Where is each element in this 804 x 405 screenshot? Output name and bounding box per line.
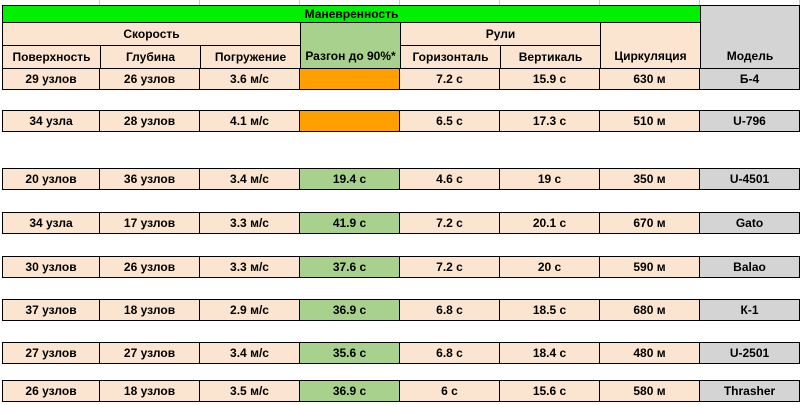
header-accel[interactable]: Разгон до 90%* — [300, 22, 401, 69]
cell-accel[interactable] — [300, 69, 400, 89]
cell-circulation[interactable]: 670 м — [600, 213, 700, 233]
cell-dive-speed[interactable]: 3.3 м/с — [200, 213, 300, 233]
cell-accel[interactable]: 37.6 с — [300, 257, 400, 277]
cell-model[interactable]: Gato — [700, 213, 799, 233]
cell-depth-speed[interactable]: 36 узлов — [100, 169, 200, 189]
table-row: 37 узлов 18 узлов 2.9 м/с 36.9 с 6.8 с 1… — [2, 299, 800, 321]
cell-accel[interactable]: 41.9 с — [300, 213, 400, 233]
header-surface[interactable]: Поверхность — [2, 45, 101, 69]
cell-model[interactable]: U-4501 — [700, 169, 799, 189]
cell-rudder-horizontal[interactable]: 6 с — [400, 381, 500, 401]
cell-rudder-vertical[interactable]: 18.4 с — [500, 343, 600, 363]
cell-circulation[interactable]: 480 м — [600, 343, 700, 363]
cell-depth-speed[interactable]: 17 узлов — [100, 213, 200, 233]
cell-depth-speed[interactable]: 26 узлов — [100, 69, 200, 89]
cell-rudder-horizontal[interactable]: 4.6 с — [400, 169, 500, 189]
header-model[interactable]: Модель — [700, 5, 800, 69]
cell-accel[interactable]: 35.6 с — [300, 343, 400, 363]
table-row: 26 узлов 18 узлов 3.5 м/с 36.9 с 6 с 15.… — [2, 380, 800, 402]
cell-model[interactable]: Thrasher — [700, 381, 799, 401]
cell-model[interactable]: Б-4 — [700, 69, 799, 89]
cell-circulation[interactable]: 580 м — [600, 381, 700, 401]
cell-surface-speed[interactable]: 30 узлов — [3, 257, 100, 277]
cell-rudder-vertical[interactable]: 15.6 с — [500, 381, 600, 401]
cell-rudder-horizontal[interactable]: 6.8 с — [400, 343, 500, 363]
header-speed-group[interactable]: Скорость — [2, 22, 301, 46]
cell-dive-speed[interactable]: 3.4 м/с — [200, 343, 300, 363]
cell-dive-speed[interactable]: 3.3 м/с — [200, 257, 300, 277]
cell-model[interactable]: К-1 — [700, 300, 799, 320]
cell-accel[interactable]: 36.9 с — [300, 381, 400, 401]
header-horizontal[interactable]: Горизонталь — [400, 45, 501, 69]
cell-rudder-horizontal[interactable]: 7.2 с — [400, 213, 500, 233]
cell-dive-speed[interactable]: 3.6 м/с — [200, 69, 300, 89]
cell-depth-speed[interactable]: 28 узлов — [100, 111, 200, 131]
cell-rudder-vertical[interactable]: 15.9 с — [500, 69, 600, 89]
table-row: 34 узла 28 узлов 4.1 м/с 6.5 с 17.3 с 51… — [2, 110, 800, 132]
cell-surface-speed[interactable]: 29 узлов — [3, 69, 100, 89]
header-maneuverability[interactable]: Маневренность — [2, 5, 701, 23]
header-dive[interactable]: Погружение — [200, 45, 301, 69]
cell-rudder-vertical[interactable]: 20 с — [500, 257, 600, 277]
cell-surface-speed[interactable]: 26 узлов — [3, 381, 100, 401]
cell-surface-speed[interactable]: 27 узлов — [3, 343, 100, 363]
cell-model[interactable]: U-796 — [700, 111, 799, 131]
cell-rudder-horizontal[interactable]: 7.2 с — [400, 69, 500, 89]
cell-circulation[interactable]: 510 м — [600, 111, 700, 131]
cell-dive-speed[interactable]: 3.4 м/с — [200, 169, 300, 189]
cell-circulation[interactable]: 350 м — [600, 169, 700, 189]
cell-rudder-horizontal[interactable]: 6.8 с — [400, 300, 500, 320]
cell-dive-speed[interactable]: 3.5 м/с — [200, 381, 300, 401]
cell-rudder-vertical[interactable]: 17.3 с — [500, 111, 600, 131]
cell-accel[interactable]: 36.9 с — [300, 300, 400, 320]
cell-dive-speed[interactable]: 2.9 м/с — [200, 300, 300, 320]
cell-depth-speed[interactable]: 26 узлов — [100, 257, 200, 277]
table-row: 34 узла 17 узлов 3.3 м/с 41.9 с 7.2 с 20… — [2, 212, 800, 234]
cell-model[interactable]: Balao — [700, 257, 799, 277]
cell-accel[interactable]: 19.4 с — [300, 169, 400, 189]
cell-depth-speed[interactable]: 27 узлов — [100, 343, 200, 363]
cell-surface-speed[interactable]: 20 узлов — [3, 169, 100, 189]
cell-depth-speed[interactable]: 18 узлов — [100, 381, 200, 401]
header-vertical[interactable]: Вертикаль — [500, 45, 601, 69]
cell-rudder-vertical[interactable]: 20.1 с — [500, 213, 600, 233]
header-model-label: Модель — [726, 49, 774, 63]
cell-surface-speed[interactable]: 34 узла — [3, 111, 100, 131]
table-row: 30 узлов 26 узлов 3.3 м/с 37.6 с 7.2 с 2… — [2, 256, 800, 278]
cell-accel[interactable] — [300, 111, 400, 131]
header-circulation-label: Циркуляция — [614, 49, 687, 63]
cell-rudder-horizontal[interactable]: 7.2 с — [400, 257, 500, 277]
cell-circulation[interactable]: 630 м — [600, 69, 700, 89]
table-row: 29 узлов 26 узлов 3.6 м/с 7.2 с 15.9 с 6… — [2, 68, 800, 90]
cell-surface-speed[interactable]: 37 узлов — [3, 300, 100, 320]
gridline-stub — [0, 0, 800, 5]
table-row: 20 узлов 36 узлов 3.4 м/с 19.4 с 4.6 с 1… — [2, 168, 800, 190]
cell-rudder-vertical[interactable]: 19 с — [500, 169, 600, 189]
cell-model[interactable]: U-2501 — [700, 343, 799, 363]
table-row: 27 узлов 27 узлов 3.4 м/с 35.6 с 6.8 с 1… — [2, 342, 800, 364]
cell-depth-speed[interactable]: 18 узлов — [100, 300, 200, 320]
header-circulation[interactable]: Циркуляция — [600, 22, 701, 69]
cell-circulation[interactable]: 590 м — [600, 257, 700, 277]
cell-surface-speed[interactable]: 34 узла — [3, 213, 100, 233]
header-rudders-group[interactable]: Рули — [400, 22, 601, 46]
header-accel-label: Разгон до 90%* — [305, 49, 396, 63]
cell-rudder-horizontal[interactable]: 6.5 с — [400, 111, 500, 131]
cell-dive-speed[interactable]: 4.1 м/с — [200, 111, 300, 131]
header-depth[interactable]: Глубина — [100, 45, 201, 69]
cell-rudder-vertical[interactable]: 18.5 с — [500, 300, 600, 320]
cell-circulation[interactable]: 680 м — [600, 300, 700, 320]
